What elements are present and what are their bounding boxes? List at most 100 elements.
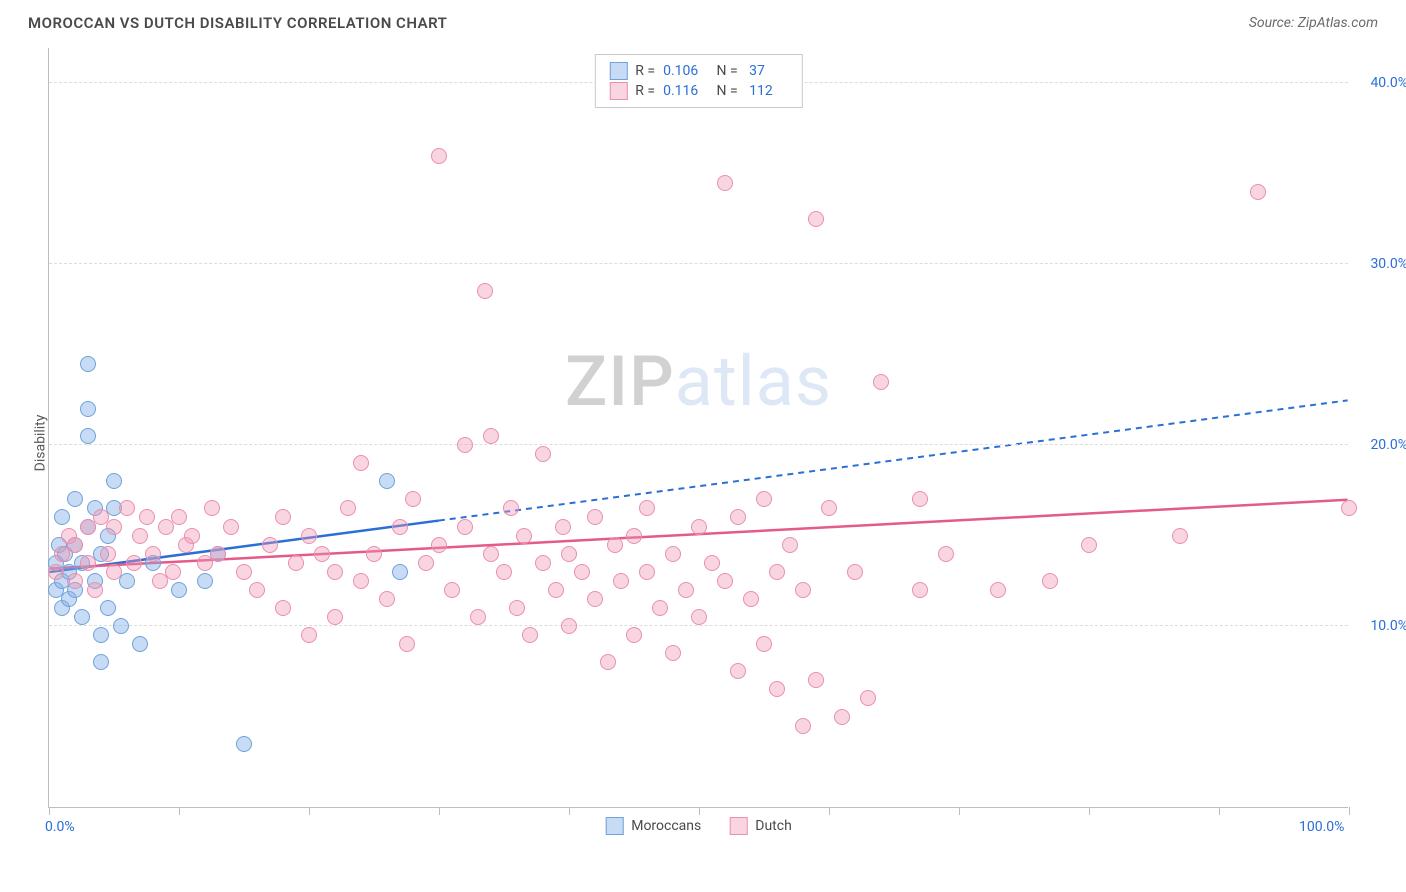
data-point <box>54 509 70 525</box>
data-point <box>555 519 571 535</box>
data-point <box>821 500 837 516</box>
gridline <box>49 625 1348 626</box>
data-point <box>197 573 213 589</box>
data-point <box>730 509 746 525</box>
data-point <box>223 519 239 535</box>
data-point <box>457 519 473 535</box>
data-point <box>652 600 668 616</box>
data-point <box>327 609 343 625</box>
data-point <box>704 555 720 571</box>
data-point <box>132 528 148 544</box>
legend-n-label: N = <box>713 63 738 79</box>
data-point <box>106 519 122 535</box>
data-point <box>717 573 733 589</box>
watermark-part2: atlas <box>675 341 832 423</box>
chart-title: MOROCCAN VS DUTCH DISABILITY CORRELATION… <box>28 14 447 32</box>
data-point <box>587 591 603 607</box>
legend-label: Dutch <box>755 818 792 834</box>
data-point <box>834 709 850 725</box>
data-point <box>366 546 382 562</box>
data-point <box>288 555 304 571</box>
data-point <box>93 654 109 670</box>
legend-item: Moroccans <box>605 817 701 835</box>
data-point <box>717 175 733 191</box>
legend-n-value: 112 <box>746 83 788 99</box>
data-point <box>873 374 889 390</box>
data-point <box>808 672 824 688</box>
data-point <box>503 500 519 516</box>
legend-swatch <box>609 82 627 100</box>
data-point <box>574 564 590 580</box>
data-point <box>444 582 460 598</box>
data-point <box>795 582 811 598</box>
data-point <box>100 546 116 562</box>
data-point <box>847 564 863 580</box>
data-point <box>743 591 759 607</box>
data-point <box>327 564 343 580</box>
legend-item: Dutch <box>729 817 792 835</box>
data-point <box>418 555 434 571</box>
data-point <box>204 500 220 516</box>
legend-r-label: R = <box>635 83 655 99</box>
data-point <box>301 528 317 544</box>
x-tick <box>699 807 700 815</box>
data-point <box>782 537 798 553</box>
data-point <box>184 528 200 544</box>
data-point <box>171 582 187 598</box>
x-tick <box>829 807 830 815</box>
data-point <box>691 519 707 535</box>
data-point <box>106 473 122 489</box>
data-point <box>639 564 655 580</box>
data-point <box>561 618 577 634</box>
data-point <box>1081 537 1097 553</box>
legend-label: Moroccans <box>631 818 701 834</box>
data-point <box>275 509 291 525</box>
data-point <box>67 491 83 507</box>
data-point <box>275 600 291 616</box>
data-point <box>353 573 369 589</box>
legend-r-value: 0.116 <box>663 83 705 99</box>
data-point <box>1250 184 1266 200</box>
data-point <box>626 627 642 643</box>
data-point <box>587 509 603 525</box>
data-point <box>119 500 135 516</box>
data-point <box>607 537 623 553</box>
legend-swatch <box>729 817 747 835</box>
data-point <box>431 537 447 553</box>
watermark-part1: ZIP <box>565 341 675 423</box>
legend-stat-row: R =0.116 N = 112 <box>609 81 787 101</box>
data-point <box>353 455 369 471</box>
data-point <box>938 546 954 562</box>
trend-line-dashed <box>439 400 1348 520</box>
data-point <box>561 546 577 562</box>
x-tick <box>1349 807 1350 815</box>
legend-stat-row: R =0.106 N = 37 <box>609 61 787 81</box>
data-point <box>132 636 148 652</box>
data-point <box>795 718 811 734</box>
data-point <box>139 509 155 525</box>
data-point <box>314 546 330 562</box>
data-point <box>496 564 512 580</box>
data-point <box>860 690 876 706</box>
gridline <box>49 444 1348 445</box>
data-point <box>1341 500 1357 516</box>
legend-r-label: R = <box>635 63 655 79</box>
data-point <box>483 546 499 562</box>
data-point <box>665 645 681 661</box>
data-point <box>665 546 681 562</box>
legend-r-value: 0.106 <box>663 63 705 79</box>
data-point <box>730 663 746 679</box>
data-point <box>74 609 90 625</box>
data-point <box>1172 528 1188 544</box>
data-point <box>106 564 122 580</box>
data-point <box>171 509 187 525</box>
data-point <box>80 401 96 417</box>
data-point <box>990 582 1006 598</box>
x-tick <box>439 807 440 815</box>
data-point <box>756 636 772 652</box>
source-label: Source: ZipAtlas.com <box>1249 15 1378 31</box>
data-point <box>678 582 694 598</box>
data-point <box>399 636 415 652</box>
data-point <box>535 446 551 462</box>
data-point <box>600 654 616 670</box>
